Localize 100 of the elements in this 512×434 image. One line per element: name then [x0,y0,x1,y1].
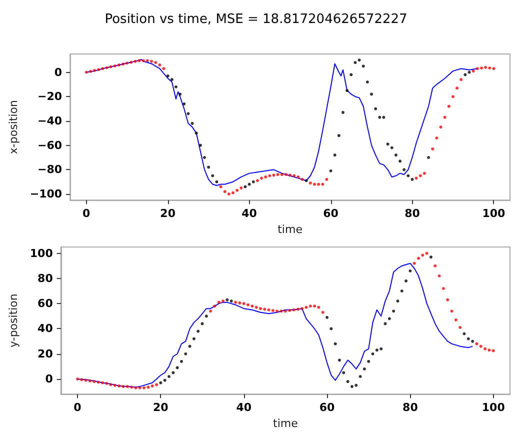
point [371,352,374,356]
point [101,67,104,70]
point [341,110,344,114]
point [317,182,320,186]
point [325,178,328,181]
point [362,367,366,370]
point [284,173,288,176]
x-tick-label: 100 [482,401,506,414]
y-tick-label: 20 [38,347,54,360]
point [466,337,470,340]
point [248,182,251,186]
point [480,66,483,70]
y-tick-label: 80 [38,272,54,285]
point [414,176,418,180]
y-tick-label: 60 [38,297,54,310]
y-tick-label: 0 [54,66,62,79]
point [304,179,308,182]
point [194,132,198,135]
point [484,66,488,69]
point [296,175,300,178]
point [380,347,383,350]
point [468,70,471,74]
x-tick-label: 20 [153,401,169,414]
point [388,317,391,320]
point [350,385,354,388]
point [280,173,284,176]
y-axis-title: x-position [7,100,20,154]
point [384,322,387,326]
point [370,92,374,96]
point [186,112,190,116]
point [122,62,125,66]
point [167,375,170,378]
point [429,256,432,259]
point [346,380,350,384]
point [382,116,386,119]
point [362,64,365,68]
x-tick-label: 60 [323,207,339,220]
point [396,300,400,303]
point [300,178,304,181]
point [460,78,463,82]
point [260,176,264,180]
point [447,104,450,108]
point [312,182,316,186]
point [272,174,276,177]
point [162,67,166,70]
point [236,188,239,192]
point [176,366,179,370]
point [219,185,222,188]
point [398,160,402,163]
point [392,310,396,313]
point [184,352,188,356]
x-tick-label: 20 [160,207,176,220]
point [252,180,255,184]
point [492,67,496,70]
point [326,316,329,319]
point [264,175,268,178]
point [182,102,186,106]
point [105,66,108,70]
point [292,174,296,178]
point [232,191,235,194]
point [288,174,292,177]
point [117,63,120,66]
point [346,89,349,92]
point [439,126,442,129]
point [330,327,333,330]
point [350,73,353,76]
point [170,78,174,82]
point [334,342,337,346]
point [256,179,259,182]
point [178,92,182,96]
point [130,60,133,64]
x-tick-label: 40 [236,401,252,414]
point [435,136,438,140]
point [422,172,426,175]
point [374,107,378,110]
point [227,192,230,196]
point [180,360,183,363]
point [394,154,398,157]
point [329,169,332,172]
chart-title: Position vs time, MSE = 18.817204626572227 [104,12,408,27]
x-axis-title: time [273,417,298,430]
point [402,168,406,172]
point [146,59,149,62]
point [404,279,408,282]
y-tick-label: 0 [45,372,54,386]
point [472,70,475,73]
point [142,59,145,62]
x-tick-label: 0 [74,401,82,414]
y-tick-label: −100 [30,188,62,201]
point [93,68,96,72]
point [338,358,341,362]
point [159,381,162,384]
point [431,147,434,150]
point [154,61,158,64]
point [333,154,336,157]
x-tick-label: 80 [404,207,420,220]
point [192,337,196,340]
point [138,59,141,62]
point [321,182,324,186]
y-tick-label: 40 [38,322,54,336]
